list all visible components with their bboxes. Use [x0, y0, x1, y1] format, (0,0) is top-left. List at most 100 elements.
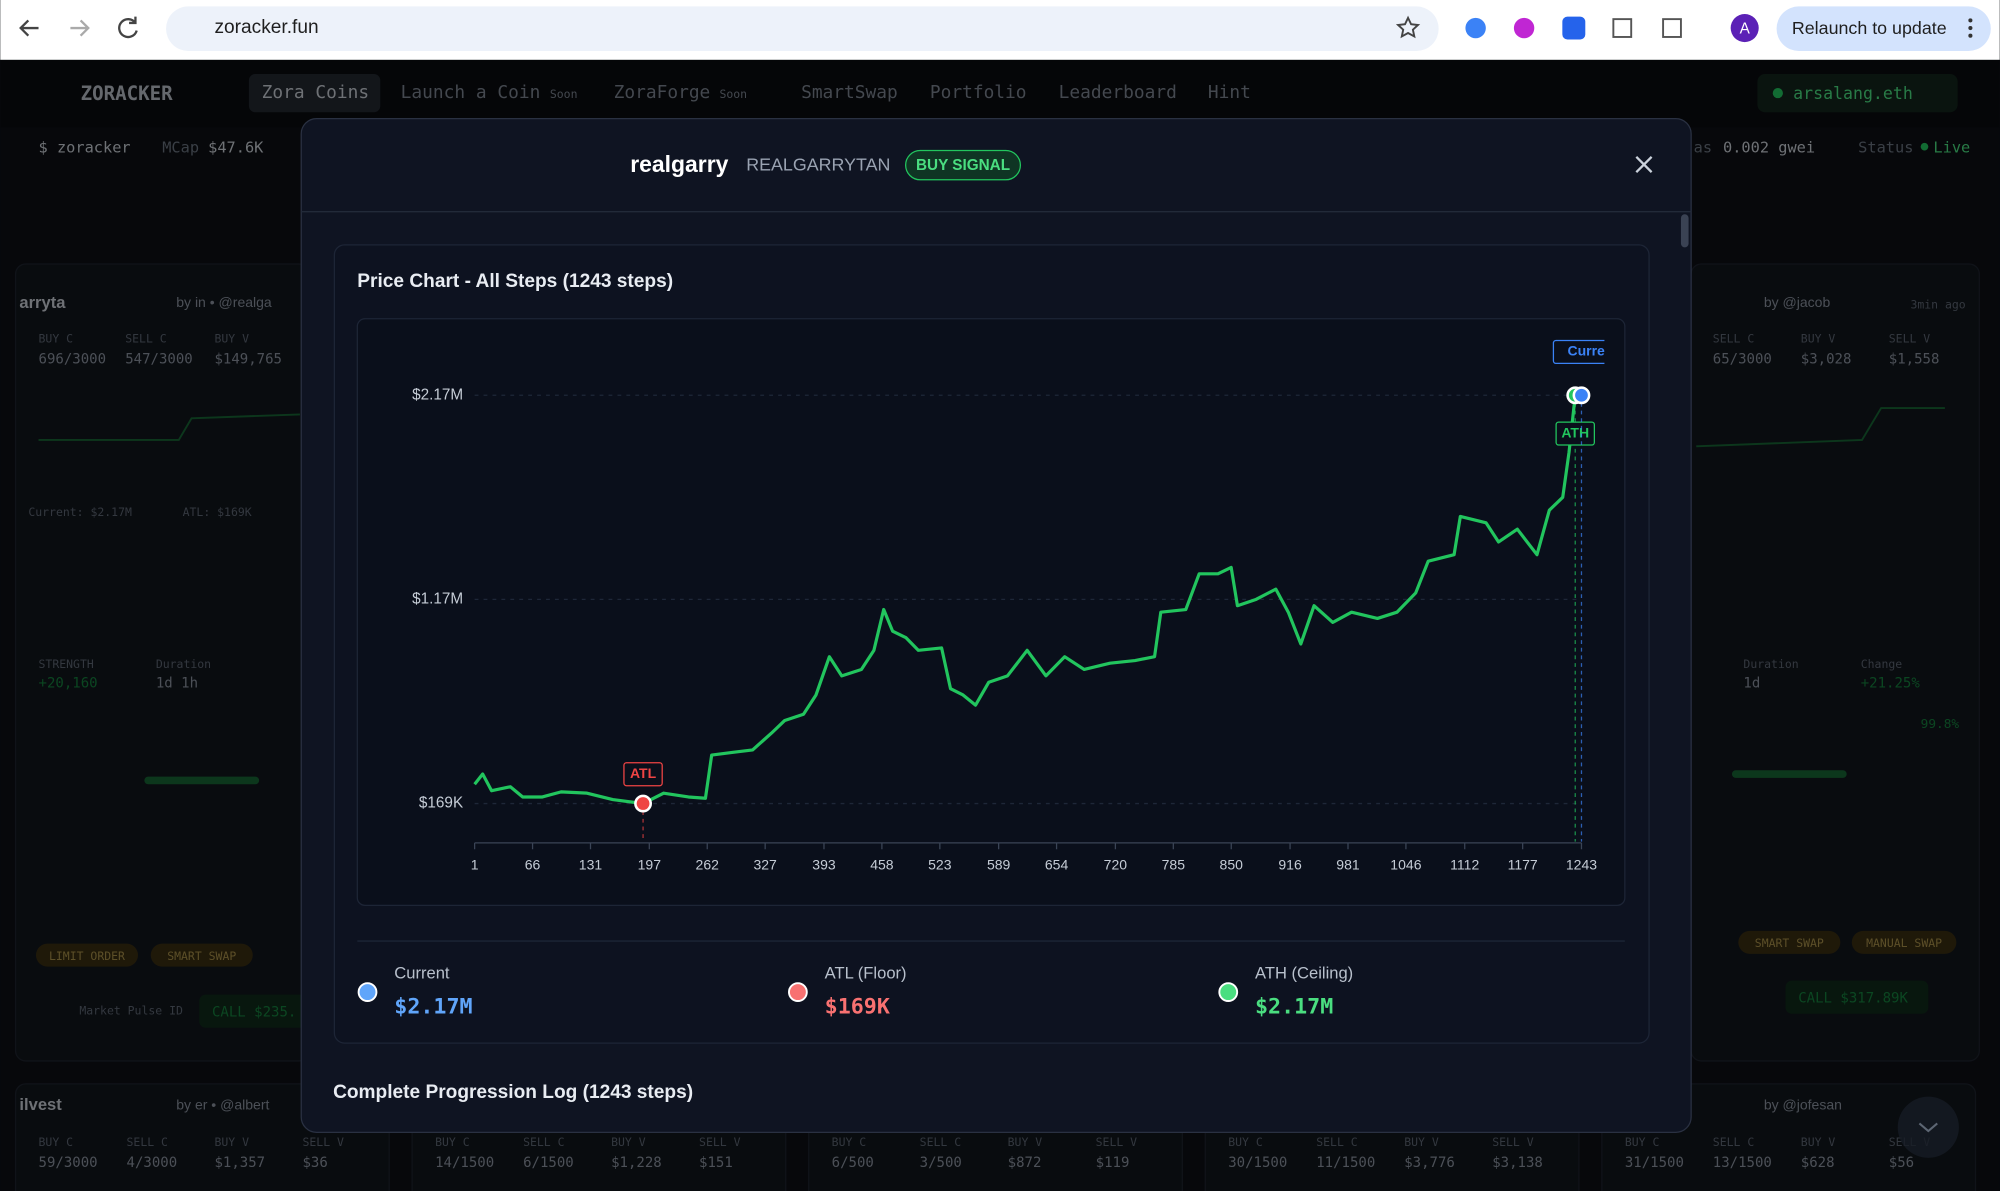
bookmark-star[interactable]	[1395, 15, 1421, 39]
relaunch-button[interactable]	[1776, 6, 1991, 52]
card-label: BUY V	[611, 1135, 646, 1149]
card-by: by @jacob	[1764, 294, 1831, 310]
card-label: Duration	[156, 657, 211, 671]
card-value: 6/1500	[523, 1155, 574, 1171]
nav-item[interactable]: SmartSwap	[801, 82, 898, 103]
card-value: 31/1500	[1625, 1155, 1684, 1171]
nav-item[interactable]: Leaderboard	[1059, 82, 1177, 103]
card-value: 11/1500	[1316, 1155, 1375, 1171]
call-button[interactable]	[1785, 980, 1929, 1014]
ticker-label: MCap	[162, 138, 199, 156]
x-tick-label: 916	[1278, 857, 1302, 873]
extension-icon[interactable]	[1465, 17, 1486, 39]
scroll-down-button[interactable]	[1897, 1096, 1959, 1158]
signal-label: BUY SIGNAL	[916, 157, 1010, 174]
reload-button[interactable]	[118, 16, 138, 39]
progress-bar	[1731, 770, 1847, 778]
extension-icon[interactable]	[1513, 17, 1535, 39]
call-label: CALL $317.89K	[1798, 990, 1908, 1006]
card-label: BUY C	[832, 1135, 867, 1149]
button[interactable]	[35, 943, 138, 967]
card-label: SELL V	[302, 1135, 344, 1149]
nav-badge: Soon	[550, 87, 578, 101]
card-value: 1d	[1743, 675, 1760, 691]
address-bar[interactable]	[166, 6, 1439, 52]
card-value: $36	[302, 1155, 327, 1171]
wallet: arsalang.eth	[1793, 84, 1913, 103]
card-label: SELL C	[1713, 1135, 1755, 1149]
button[interactable]	[150, 943, 253, 967]
card-by: by @jofesan	[1764, 1096, 1842, 1112]
card-label: SELL C	[127, 1135, 169, 1149]
menu-dots[interactable]	[1968, 18, 1973, 38]
scrollbar[interactable]	[1680, 214, 1689, 248]
nav-item[interactable]: Launch a Coin	[401, 82, 541, 103]
signal-badge	[905, 149, 1022, 181]
pulse-label: Market Pulse ID	[79, 1004, 183, 1018]
close-button[interactable]	[1635, 156, 1653, 173]
x-tick-label: 720	[1104, 857, 1128, 873]
forward-button[interactable]	[70, 19, 90, 37]
call-button[interactable]	[199, 994, 309, 1028]
card-value: $56	[1889, 1155, 1914, 1171]
card-stat: ATL: $169K	[183, 505, 252, 519]
ticker-label: as	[1694, 138, 1712, 156]
card-label: Change	[1861, 657, 1903, 671]
card-label: BUY V	[215, 332, 250, 346]
stat-label: ATL (Floor)	[825, 964, 907, 983]
annotation-label: ATL	[630, 765, 657, 781]
card-value: +21.25%	[1861, 675, 1921, 691]
card-by: by er • @albert	[176, 1096, 269, 1112]
extensions-menu[interactable]	[1662, 18, 1682, 38]
status-dot	[1920, 142, 1929, 151]
button[interactable]	[1738, 930, 1841, 954]
y-tick-label: $169K	[419, 795, 464, 812]
stat-label: ATH (Ceiling)	[1255, 964, 1353, 983]
card-value: $3,028	[1801, 352, 1852, 368]
back-button[interactable]	[19, 19, 39, 37]
card-value: $3,776	[1404, 1155, 1455, 1171]
card-value: 4/3000	[127, 1155, 178, 1171]
card	[1601, 1083, 1977, 1191]
extension-icon[interactable]	[1562, 16, 1586, 40]
ticker-symbol: $ zoracker	[39, 138, 131, 156]
nav-item[interactable]: Portfolio	[930, 82, 1027, 103]
x-tick-label: 458	[870, 857, 894, 873]
progress-bar	[144, 776, 260, 785]
ticker-value: Live	[1933, 138, 1970, 156]
card-label: Duration	[1743, 657, 1798, 671]
button[interactable]	[1851, 930, 1957, 954]
card-name: arryta	[19, 293, 66, 312]
x-tick-label: 262	[696, 857, 720, 873]
annotation-box	[1552, 339, 1605, 365]
annotation-label: ATH	[1561, 424, 1589, 440]
x-tick-label: 785	[1162, 857, 1186, 873]
card-label: STRENGTH	[39, 657, 94, 671]
nav-item[interactable]: Zora Coins	[262, 82, 369, 103]
modal-name: realgarry	[630, 151, 728, 177]
logo: ZORACKER	[81, 82, 174, 105]
wallet-button[interactable]	[1757, 73, 1958, 113]
plot-area	[356, 318, 1626, 907]
x-tick-label: 327	[753, 857, 777, 873]
x-tick-label: 1243	[1566, 857, 1597, 873]
card-label: BUY C	[1228, 1135, 1263, 1149]
card-value: 59/3000	[39, 1155, 98, 1171]
call-label: CALL $235.	[212, 1004, 296, 1020]
relaunch-label: Relaunch to update	[1792, 18, 1947, 38]
annotation-box	[623, 762, 663, 787]
card-label: SELL V	[1096, 1135, 1138, 1149]
stat-value: $2.17M	[1255, 994, 1333, 1019]
nav-item[interactable]: Hint	[1208, 82, 1251, 103]
stat-dot	[357, 982, 378, 1002]
profile-avatar[interactable]	[1730, 14, 1759, 43]
x-tick-label: 131	[579, 857, 603, 873]
card-label: BUY V	[1801, 332, 1836, 346]
card-value: 99.8%	[1921, 717, 1960, 732]
extension-icon[interactable]	[1612, 18, 1633, 38]
card-label: SELL C	[125, 332, 167, 346]
nav-item[interactable]: ZoraForge	[614, 82, 711, 103]
card-label: BUY V	[1008, 1135, 1043, 1149]
